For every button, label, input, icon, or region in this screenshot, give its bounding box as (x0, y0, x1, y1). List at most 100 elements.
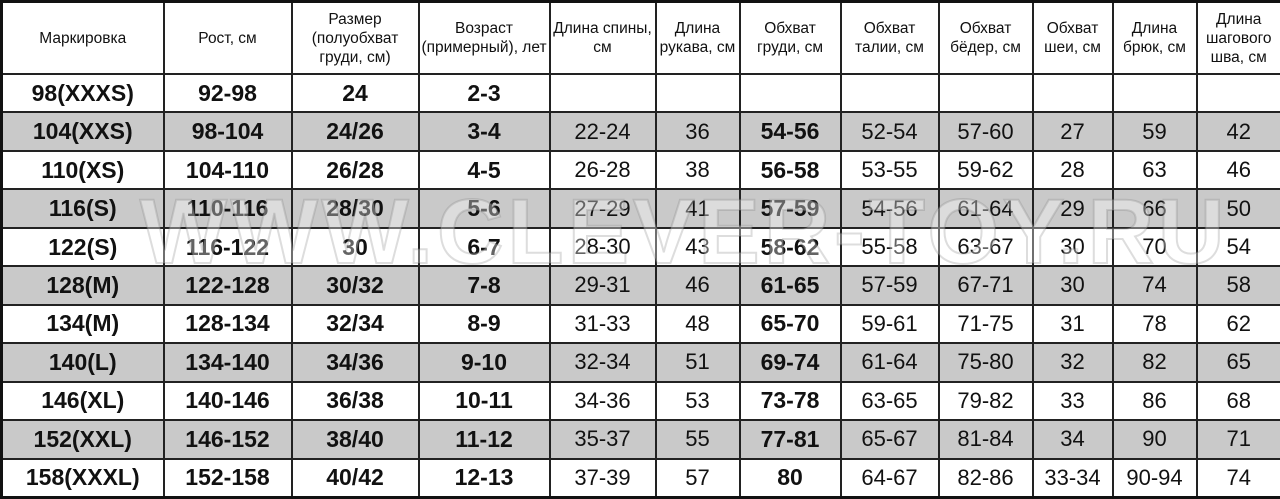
table-cell: 42 (1195, 111, 1280, 152)
table-cell: 31-33 (548, 303, 657, 345)
table-cell: 71 (1195, 419, 1280, 460)
table-row: 110(XS) 104-110 26/28 4-5 26-28 38 56-58 53-55 5… (0, 149, 1280, 191)
table-cell: 27-29 (548, 188, 657, 229)
table-cell: 36/38 (290, 380, 420, 422)
table-cell: 68 (1195, 380, 1280, 422)
table-cell (654, 72, 741, 114)
table-cell: 9-10 (417, 342, 551, 383)
table-cell: 11-12 (417, 419, 551, 460)
table-row: 122(S) 116-122 30 6-7 28-30 43 58-62 55-58 63-67… (0, 226, 1280, 268)
column-header: Маркировка (0, 0, 165, 75)
table-cell: 51 (654, 342, 741, 383)
table-cell: 63 (1111, 149, 1198, 191)
table-cell: 35-37 (548, 419, 657, 460)
table-cell: 2-3 (417, 72, 551, 114)
column-header: Обхват бёдер, см (937, 0, 1034, 75)
table-cell: 134(M) (0, 303, 165, 345)
table-cell: 116-122 (162, 226, 293, 268)
table-cell (1195, 72, 1280, 114)
table-cell: 43 (654, 226, 741, 268)
table-cell: 81-84 (937, 419, 1034, 460)
table-cell: 34-36 (548, 380, 657, 422)
table-cell: 67-71 (937, 265, 1034, 306)
table-cell: 146(XL) (0, 380, 165, 422)
table-cell: 104(XXS) (0, 111, 165, 152)
table-cell: 30 (1031, 226, 1114, 268)
table-cell: 92-98 (162, 72, 293, 114)
table-cell: 59-61 (839, 303, 940, 345)
table-cell: 50 (1195, 188, 1280, 229)
table-cell: 98-104 (162, 111, 293, 152)
table-cell: 58 (1195, 265, 1280, 306)
table-cell: 34 (1031, 419, 1114, 460)
table-cell: 57-59 (839, 265, 940, 306)
table-cell: 122(S) (0, 226, 165, 268)
table-cell: 69-74 (738, 342, 842, 383)
table-cell: 66 (1111, 188, 1198, 229)
table-cell: 65-67 (839, 419, 940, 460)
table-cell: 90 (1111, 419, 1198, 460)
table-row: 116(S) 110-116 28/30 5-6 27-29 41 57-59 54-56 61… (0, 188, 1280, 229)
column-header: Длина брюк, см (1111, 0, 1198, 75)
table-cell: 29 (1031, 188, 1114, 229)
table-cell: 140-146 (162, 380, 293, 422)
table-cell: 37-39 (548, 457, 657, 499)
table-cell: 73-78 (738, 380, 842, 422)
table-cell: 36 (654, 111, 741, 152)
table-cell: 110-116 (162, 188, 293, 229)
table-cell: 40/42 (290, 457, 420, 499)
table-cell: 8-9 (417, 303, 551, 345)
table-cell: 86 (1111, 380, 1198, 422)
table-cell: 57-59 (738, 188, 842, 229)
table-cell: 46 (1195, 149, 1280, 191)
table-cell (937, 72, 1034, 114)
column-header: Обхват груди, см (738, 0, 842, 75)
table-cell: 134-140 (162, 342, 293, 383)
table-row: 134(M) 128-134 32/34 8-9 31-33 48 65-70 59-61 71… (0, 303, 1280, 345)
table-cell: 61-64 (839, 342, 940, 383)
table-cell: 140(L) (0, 342, 165, 383)
table-cell: 6-7 (417, 226, 551, 268)
table-cell: 82 (1111, 342, 1198, 383)
table-cell: 32-34 (548, 342, 657, 383)
table-cell: 22-24 (548, 111, 657, 152)
table-cell: 32 (1031, 342, 1114, 383)
table-cell: 41 (654, 188, 741, 229)
table-cell: 64-67 (839, 457, 940, 499)
table-cell: 53-55 (839, 149, 940, 191)
column-header: Рост, см (162, 0, 293, 75)
table-cell: 34/36 (290, 342, 420, 383)
table-cell: 80 (738, 457, 842, 499)
table-cell: 30 (1031, 265, 1114, 306)
table-cell: 146-152 (162, 419, 293, 460)
table-row: 140(L) 134-140 34/36 9-10 32-34 51 69-74 61-64 7… (0, 342, 1280, 383)
table-cell: 28/30 (290, 188, 420, 229)
table-cell (839, 72, 940, 114)
table-cell (1111, 72, 1198, 114)
table-cell: 57-60 (937, 111, 1034, 152)
table-cell: 90-94 (1111, 457, 1198, 499)
table-cell: 54-56 (839, 188, 940, 229)
table-cell: 128-134 (162, 303, 293, 345)
table-cell: 52-54 (839, 111, 940, 152)
column-header: Длина рукава, см (654, 0, 741, 75)
table-cell: 10-11 (417, 380, 551, 422)
table-cell: 38/40 (290, 419, 420, 460)
column-header: Обхват талии, см (839, 0, 940, 75)
table-cell: 63-67 (937, 226, 1034, 268)
table-cell: 128(M) (0, 265, 165, 306)
table-cell: 4-5 (417, 149, 551, 191)
table-cell: 27 (1031, 111, 1114, 152)
table-cell: 30/32 (290, 265, 420, 306)
table-cell: 79-82 (937, 380, 1034, 422)
table-cell: 75-80 (937, 342, 1034, 383)
table-cell: 59 (1111, 111, 1198, 152)
column-header: Обхват шеи, см (1031, 0, 1114, 75)
table-cell: 65-70 (738, 303, 842, 345)
table-cell: 70 (1111, 226, 1198, 268)
table-cell: 152-158 (162, 457, 293, 499)
table-row: 98(XXXS) 92-98 24 2-3 (0, 72, 1280, 114)
table-cell: 54-56 (738, 111, 842, 152)
table-row: 152(XXL) 146-152 38/40 11-12 35-37 55 77-81 65-… (0, 419, 1280, 460)
table-cell: 3-4 (417, 111, 551, 152)
